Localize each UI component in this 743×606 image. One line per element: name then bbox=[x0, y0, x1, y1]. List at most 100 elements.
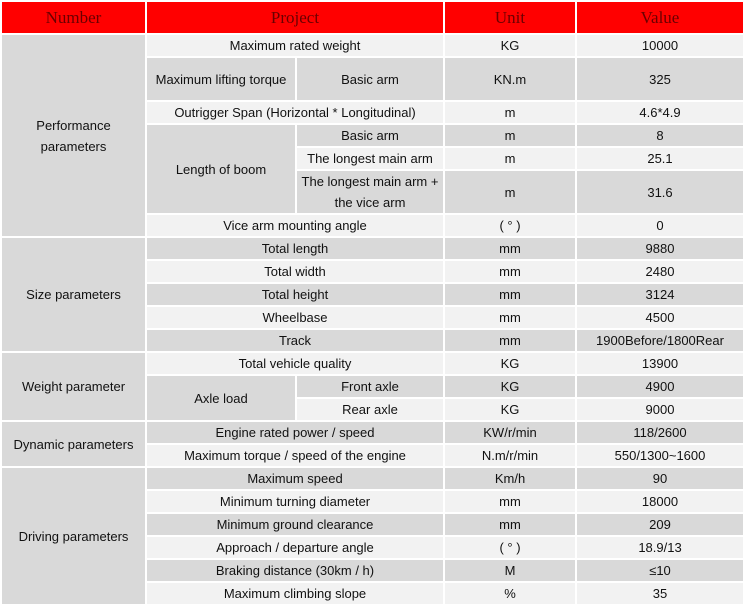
value-cell: 9000 bbox=[575, 397, 743, 422]
header-value: Value bbox=[575, 0, 743, 35]
table-row: Wheelbase mm 4500 bbox=[1, 305, 743, 330]
unit-cell: KG bbox=[443, 33, 577, 58]
value-cell: 209 bbox=[575, 512, 743, 537]
value-cell: 118/2600 bbox=[575, 420, 743, 445]
sub-project-name: Rear axle bbox=[295, 397, 445, 422]
unit-cell: KG bbox=[443, 351, 577, 376]
table-row: Vice arm mounting angle( ° ) 0 bbox=[1, 213, 743, 238]
group-name: Dynamic parameters bbox=[0, 420, 147, 468]
header-project: Project bbox=[145, 0, 445, 35]
project-name: Minimum ground clearance bbox=[145, 512, 445, 537]
sub-project-name: The longest main arm + the vice arm bbox=[295, 169, 445, 215]
sub-project-name: Basic arm bbox=[295, 56, 445, 102]
unit-cell: mm bbox=[443, 305, 577, 330]
table-row: The longest main arm m 25.1 bbox=[1, 146, 743, 171]
project-name: Maximum lifting torque bbox=[145, 56, 297, 102]
table-row: Outrigger Span (Horizontal * Longitudina… bbox=[1, 100, 743, 125]
value-cell: 1900Before/1800Rear bbox=[575, 328, 743, 353]
unit-cell: KG bbox=[443, 374, 577, 399]
value-cell: 90 bbox=[575, 466, 743, 491]
table-row: Total width mm 2480 bbox=[1, 259, 743, 284]
group-name: Performance parameters bbox=[0, 33, 147, 238]
value-cell: 10000 bbox=[575, 33, 743, 58]
unit-cell: KN.m bbox=[443, 56, 577, 102]
header-number: Number bbox=[0, 0, 147, 35]
value-cell: 8 bbox=[575, 123, 743, 148]
table-row: Driving parameters Maximum speed Km/h 90 bbox=[0, 466, 743, 606]
value-cell: 4500 bbox=[575, 305, 743, 330]
table-row: Approach / departure angle( ° ) 18.9/13 bbox=[1, 535, 743, 560]
unit-cell: m bbox=[443, 100, 577, 125]
project-name: Minimum turning diameter bbox=[145, 489, 445, 514]
table-row: Total height mm 3124 bbox=[1, 282, 743, 307]
table-row: Braking distance (30km / h) M ≤10 bbox=[1, 558, 743, 583]
table-row: Performance parameters Maximum rated weig… bbox=[0, 33, 743, 238]
header-unit: Unit bbox=[443, 0, 577, 35]
table-row: Track mm 1900Before/1800Rear bbox=[1, 328, 743, 353]
project-name: Length of boom bbox=[145, 123, 297, 215]
table-row: Rear axle KG 9000 bbox=[1, 397, 743, 422]
value-cell: 325 bbox=[575, 56, 743, 102]
table-row: Axle load Front axle KG 4900 bbox=[1, 374, 743, 422]
value-cell: 0 bbox=[575, 213, 743, 238]
project-name: Maximum speed bbox=[145, 466, 445, 491]
value-cell: 9880 bbox=[575, 236, 743, 261]
table-row: Size parameters Total length mm 9880 bbox=[0, 236, 743, 353]
value-cell: 18.9/13 bbox=[575, 535, 743, 560]
unit-cell: KG bbox=[443, 397, 577, 422]
project-name: Total height bbox=[145, 282, 445, 307]
table-row: Dynamic parameters Engine rated power / s… bbox=[0, 420, 743, 468]
project-name: Track bbox=[145, 328, 445, 353]
unit-cell: m bbox=[443, 146, 577, 171]
project-name: Total width bbox=[145, 259, 445, 284]
project-name: Outrigger Span (Horizontal * Longitudina… bbox=[145, 100, 445, 125]
value-cell: 13900 bbox=[575, 351, 743, 376]
sub-project-name: Front axle bbox=[295, 374, 445, 399]
unit-cell: M bbox=[443, 558, 577, 583]
unit-cell: KW/r/min bbox=[443, 420, 577, 445]
value-cell: 3124 bbox=[575, 282, 743, 307]
unit-cell: m bbox=[443, 123, 577, 148]
value-cell: 25.1 bbox=[575, 146, 743, 171]
table-row: Maximum torque / speed of the engine N.m/… bbox=[1, 443, 743, 468]
table-row: Weight parameter Total vehicle quality KG 1… bbox=[0, 351, 743, 422]
sub-project-name: The longest main arm bbox=[295, 146, 445, 171]
project-name: Total length bbox=[145, 236, 445, 261]
value-cell: 18000 bbox=[575, 489, 743, 514]
unit-cell: ( ° ) bbox=[443, 535, 577, 560]
header-row: Number Project Unit Value bbox=[0, 0, 743, 35]
unit-cell: mm bbox=[443, 328, 577, 353]
value-cell: ≤10 bbox=[575, 558, 743, 583]
unit-cell: N.m/r/min bbox=[443, 443, 577, 468]
table-body: Performance parameters Maximum rated weig… bbox=[0, 33, 743, 606]
unit-cell: mm bbox=[443, 512, 577, 537]
project-name: Engine rated power / speed bbox=[145, 420, 445, 445]
table-row: Minimum turning diameter mm 18000 bbox=[1, 489, 743, 514]
unit-cell: mm bbox=[443, 489, 577, 514]
value-cell: 4.6*4.9 bbox=[575, 100, 743, 125]
project-name: Approach / departure angle bbox=[145, 535, 445, 560]
group-name: Size parameters bbox=[0, 236, 147, 353]
group-name: Driving parameters bbox=[0, 466, 147, 606]
unit-cell: mm bbox=[443, 236, 577, 261]
value-cell: 4900 bbox=[575, 374, 743, 399]
unit-cell: m bbox=[443, 169, 577, 215]
project-name: Maximum rated weight bbox=[145, 33, 445, 58]
project-name: Maximum torque / speed of the engine bbox=[145, 443, 445, 468]
project-name: Vice arm mounting angle bbox=[145, 213, 445, 238]
table-row: Length of boom Basic arm m 8 bbox=[1, 123, 743, 215]
value-cell: 31.6 bbox=[575, 169, 743, 215]
table-row: Maximum lifting torque Basic arm KN.m 325 bbox=[1, 56, 743, 102]
project-name: Braking distance (30km / h) bbox=[145, 558, 445, 583]
project-name: Total vehicle quality bbox=[145, 351, 445, 376]
table-row: The longest main arm + the vice arm m 31.6 bbox=[1, 169, 743, 215]
project-name: Axle load bbox=[145, 374, 297, 422]
sub-project-name: Basic arm bbox=[295, 123, 445, 148]
unit-cell: mm bbox=[443, 282, 577, 307]
table-row: Minimum ground clearance mm 209 bbox=[1, 512, 743, 537]
group-name: Weight parameter bbox=[0, 351, 147, 422]
unit-cell: Km/h bbox=[443, 466, 577, 491]
unit-cell: mm bbox=[443, 259, 577, 284]
value-cell: 550/1300~1600 bbox=[575, 443, 743, 468]
